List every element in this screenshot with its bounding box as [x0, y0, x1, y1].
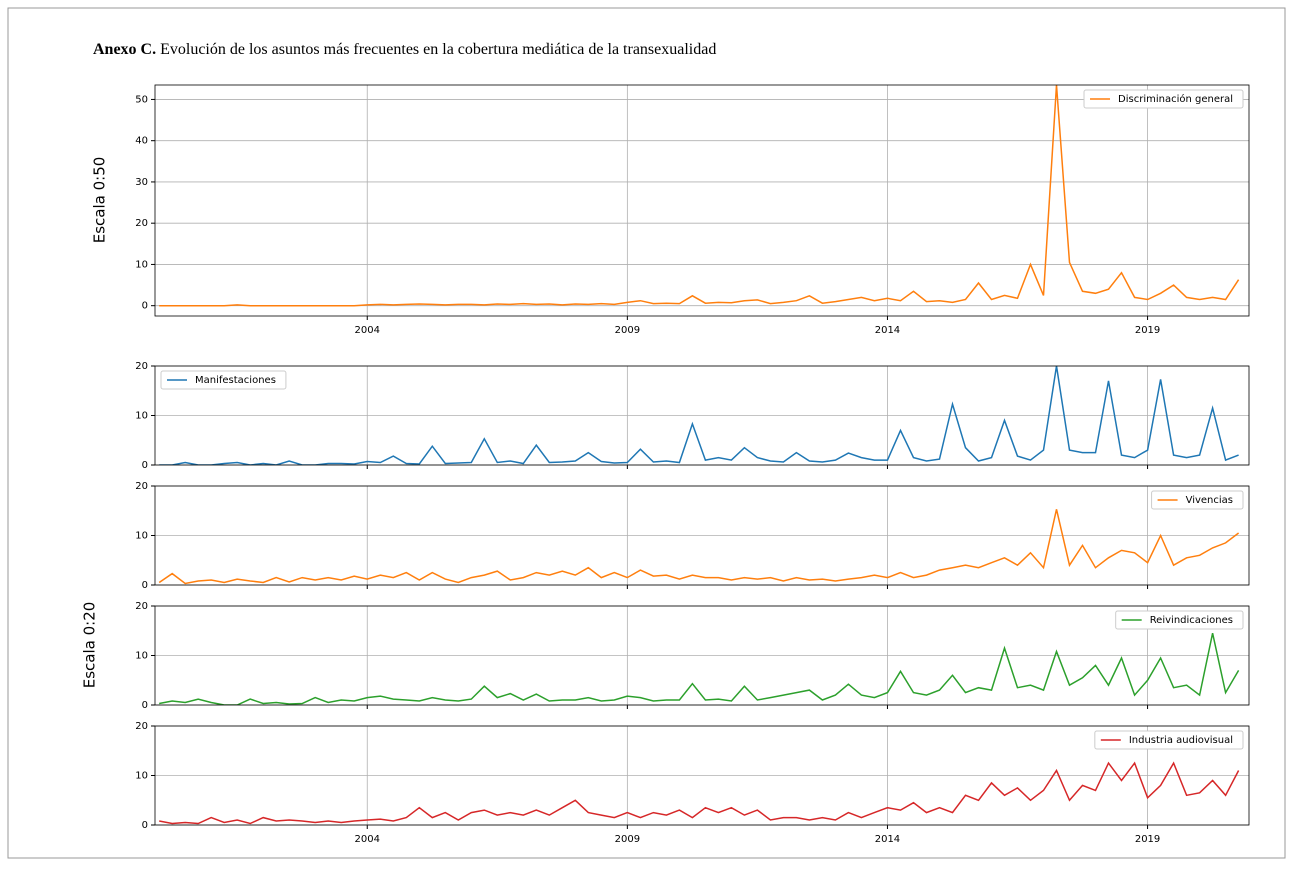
scale-label: Escala 0:20 — [81, 602, 99, 689]
y-tick-label: 0 — [142, 460, 148, 471]
plot-frame — [154, 365, 1250, 466]
legend-box — [160, 370, 287, 390]
x-tick-label: 2014 — [875, 834, 900, 845]
series-line — [159, 366, 1239, 465]
legend: Industria audiovisual — [1094, 730, 1244, 750]
plot-frame — [154, 605, 1250, 706]
y-tick-label: 0 — [142, 700, 148, 711]
plot-frame — [154, 725, 1250, 826]
y-tick-label: 40 — [135, 136, 148, 147]
plot-frame — [154, 485, 1250, 586]
x-tick-label: 2009 — [615, 834, 640, 845]
y-tick-label: 10 — [135, 651, 148, 662]
title-text: Evolución de los asuntos más frecuentes … — [160, 41, 716, 58]
y-tick-label: 0 — [142, 301, 148, 312]
y-tick-label: 0 — [142, 580, 148, 591]
chart-title: Anexo C. Evolución de los asuntos más fr… — [93, 41, 716, 58]
x-tick-label: 2009 — [615, 325, 640, 336]
series-line — [158, 509, 1240, 585]
x-tick-label: 2014 — [875, 325, 900, 336]
y-tick-label: 20 — [135, 481, 148, 492]
y-tick-label: 20 — [135, 601, 148, 612]
x-tick-label: 2004 — [355, 325, 380, 336]
y-tick-label: 10 — [135, 771, 148, 782]
frame — [7, 7, 1286, 859]
x-tick-label: 2019 — [1135, 834, 1160, 845]
legend-box — [1115, 610, 1244, 630]
legend-label: Industria audiovisual — [1129, 735, 1233, 746]
scale-label: Escala 0:50 — [91, 157, 109, 244]
x-tick-label: 2004 — [355, 834, 380, 845]
title-prefix: Anexo C. — [93, 41, 156, 58]
legend-label: Discriminación general — [1118, 93, 1233, 105]
series-line — [159, 761, 1240, 825]
y-tick-label: 0 — [142, 820, 148, 831]
series-line — [159, 85, 1240, 307]
y-tick-label: 10 — [135, 531, 148, 542]
legend-box — [1083, 89, 1244, 109]
legend: Reivindicaciones — [1115, 610, 1244, 630]
legend-label: Vivencias — [1186, 495, 1233, 506]
y-tick-label: 20 — [135, 361, 148, 372]
y-tick-label: 10 — [135, 411, 148, 422]
y-tick-label: 50 — [135, 94, 148, 105]
y-tick-label: 20 — [135, 218, 148, 229]
y-tick-label: 30 — [135, 177, 148, 188]
legend-label: Reivindicaciones — [1150, 615, 1233, 626]
legend-box — [1151, 490, 1244, 510]
y-tick-label: 20 — [135, 721, 148, 732]
y-tick-label: 10 — [135, 259, 148, 270]
legend: Discriminación general — [1083, 89, 1244, 109]
legend: Manifestaciones — [160, 370, 287, 390]
series-line — [159, 633, 1240, 705]
legend-label: Manifestaciones — [195, 375, 276, 386]
legend: Vivencias — [1151, 490, 1244, 510]
plot-frame — [154, 84, 1250, 317]
x-tick-label: 2019 — [1135, 325, 1160, 336]
legend-box — [1094, 730, 1244, 750]
